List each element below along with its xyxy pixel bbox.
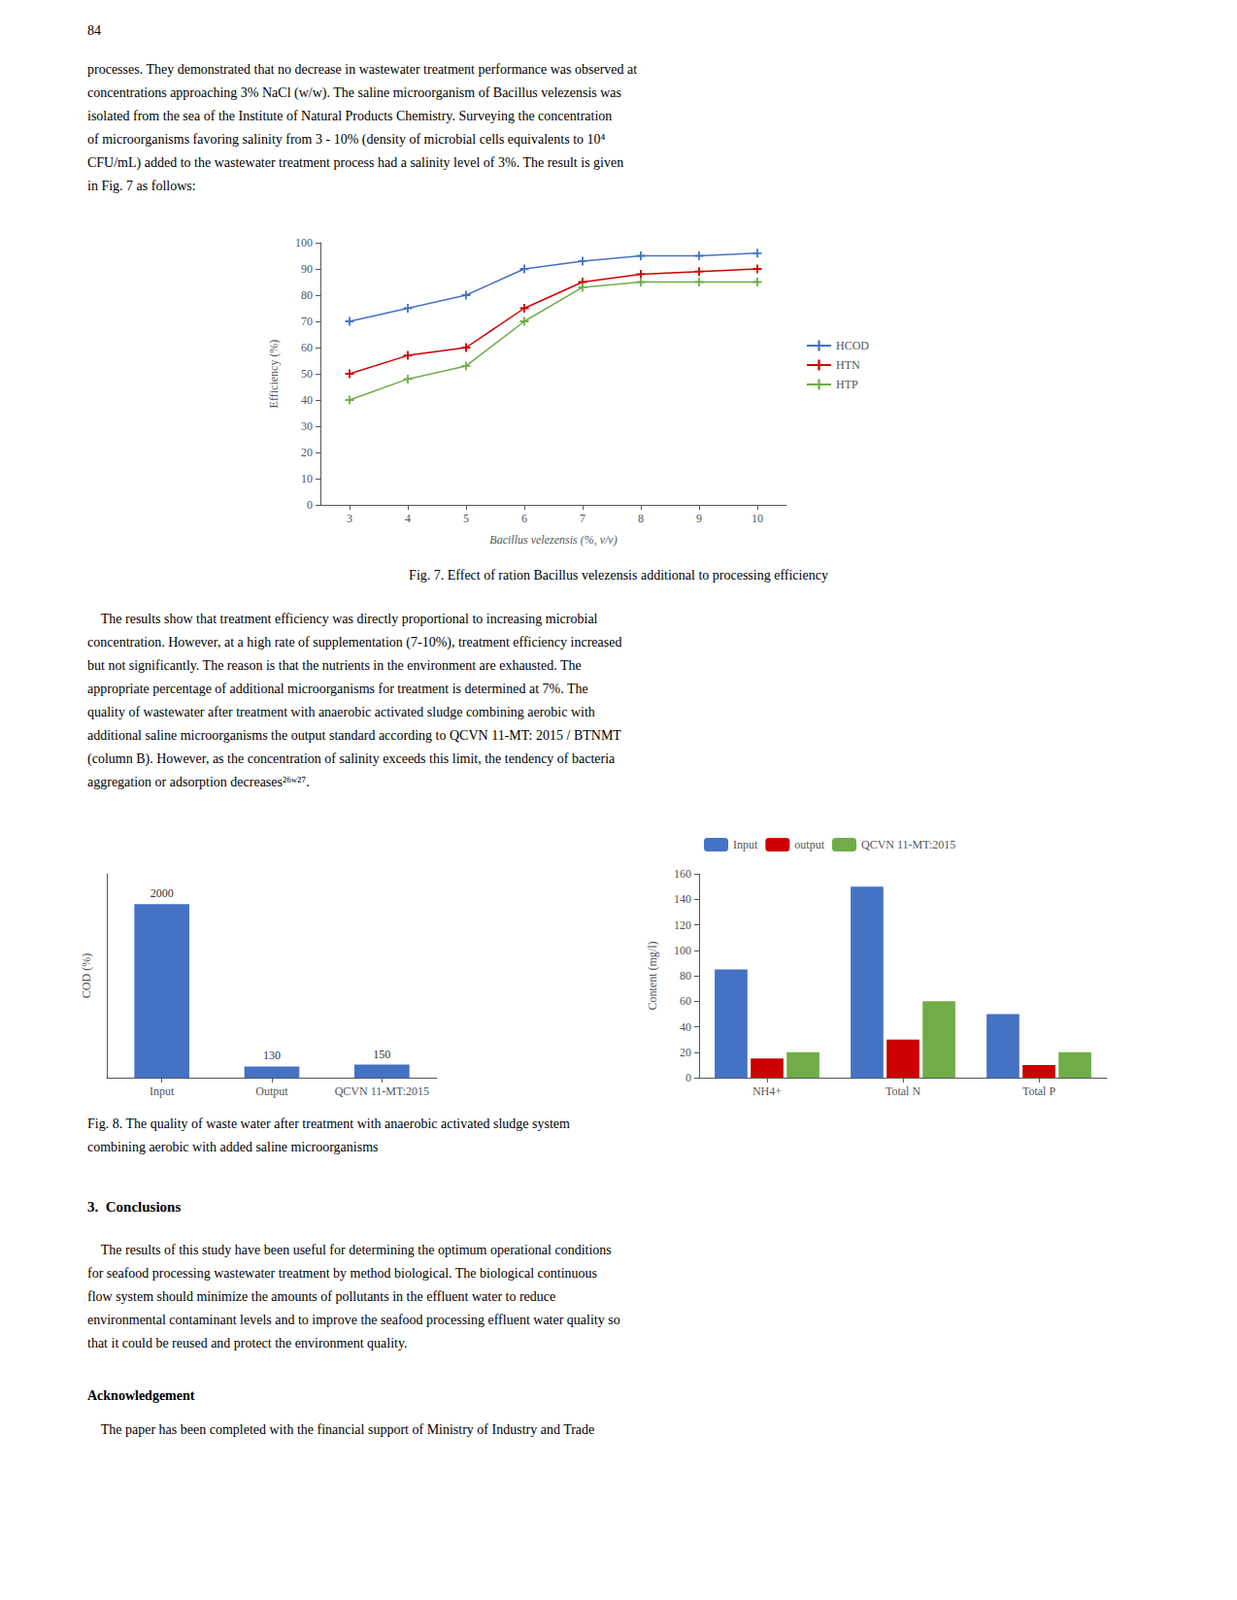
svg-text:isolated from the sea of the I: isolated from the sea of the Institute o… bbox=[87, 108, 612, 124]
svg-text:Input: Input bbox=[733, 837, 759, 852]
svg-text:20: 20 bbox=[300, 445, 313, 460]
svg-text:6: 6 bbox=[521, 511, 528, 526]
svg-text:20: 20 bbox=[679, 1045, 692, 1060]
svg-text:60: 60 bbox=[300, 340, 313, 355]
svg-text:The results show that treatmen: The results show that treatment efficien… bbox=[87, 611, 599, 627]
svg-text:Fig. 8. The quality of waste w: Fig. 8. The quality of waste water after… bbox=[87, 1116, 570, 1132]
svg-text:The paper has been completed w: The paper has been completed with the fi… bbox=[87, 1422, 595, 1438]
svg-text:output: output bbox=[794, 837, 825, 852]
svg-text:7: 7 bbox=[579, 511, 586, 526]
svg-text:The results of this study have: The results of this study have been usef… bbox=[87, 1242, 612, 1258]
svg-text:80: 80 bbox=[679, 969, 692, 983]
svg-text:HTN: HTN bbox=[835, 358, 861, 372]
svg-text:0: 0 bbox=[306, 498, 313, 512]
svg-text:84: 84 bbox=[87, 23, 101, 38]
svg-text:HCOD: HCOD bbox=[835, 338, 870, 353]
svg-text:150: 150 bbox=[372, 1047, 391, 1062]
svg-text:environmental contaminant leve: environmental contaminant levels and to … bbox=[87, 1312, 621, 1328]
svg-text:for seafood processing wastewa: for seafood processing wastewater treatm… bbox=[87, 1266, 598, 1281]
svg-text:appropriate percentage of addi: appropriate percentage of additional mic… bbox=[87, 681, 589, 697]
svg-text:Fig. 7. Effect of ration Bacil: Fig. 7. Effect of ration Bacillus veleze… bbox=[408, 568, 829, 583]
svg-text:combining aerobic with added s: combining aerobic with added saline micr… bbox=[87, 1139, 379, 1155]
svg-text:quality of wastewater after tr: quality of wastewater after treatment wi… bbox=[87, 704, 596, 720]
svg-text:Bacillus velezensis (%, v/v): Bacillus velezensis (%, v/v) bbox=[489, 533, 617, 547]
svg-text:160: 160 bbox=[673, 867, 692, 881]
svg-text:120: 120 bbox=[673, 918, 692, 933]
svg-text:40: 40 bbox=[679, 1020, 692, 1035]
svg-text:additional saline microorganis: additional saline microorganisms the out… bbox=[87, 728, 622, 743]
svg-text:10: 10 bbox=[300, 471, 313, 486]
svg-text:40: 40 bbox=[300, 393, 313, 407]
svg-text:50: 50 bbox=[300, 367, 313, 381]
svg-text:NH4+: NH4+ bbox=[752, 1084, 782, 1099]
svg-text:of microorganisms favoring sal: of microorganisms favoring salinity from… bbox=[87, 132, 606, 148]
svg-text:8: 8 bbox=[637, 511, 644, 526]
svg-text:80: 80 bbox=[300, 288, 313, 302]
svg-text:130: 130 bbox=[263, 1048, 281, 1063]
svg-text:9: 9 bbox=[696, 511, 703, 526]
svg-text:but not significantly. The rea: but not significantly. The reason is tha… bbox=[87, 658, 582, 673]
svg-text:3. Conclusions: 3. Conclusions bbox=[87, 1199, 181, 1215]
svg-text:Output: Output bbox=[255, 1084, 289, 1099]
svg-text:100: 100 bbox=[295, 235, 313, 250]
svg-text:Total P: Total P bbox=[1022, 1084, 1056, 1099]
svg-text:QCVN 11-MT:2015: QCVN 11-MT:2015 bbox=[334, 1084, 430, 1099]
svg-text:Acknowledgement: Acknowledgement bbox=[87, 1388, 196, 1404]
svg-text:10: 10 bbox=[751, 511, 764, 526]
svg-text:Input: Input bbox=[149, 1084, 175, 1099]
svg-text:90: 90 bbox=[300, 262, 313, 276]
svg-text:Total N: Total N bbox=[885, 1084, 921, 1099]
svg-text:HTP: HTP bbox=[835, 377, 859, 392]
svg-text:5: 5 bbox=[463, 511, 469, 526]
svg-text:100: 100 bbox=[673, 943, 692, 958]
svg-text:concentration. However, at a h: concentration. However, at a high rate o… bbox=[87, 635, 622, 651]
svg-text:COD (%): COD (%) bbox=[79, 953, 94, 999]
svg-text:in Fig. 7 as follows:: in Fig. 7 as follows: bbox=[87, 178, 197, 194]
svg-text:CFU/mL) added to the wastewate: CFU/mL) added to the wastewater treatmen… bbox=[87, 155, 624, 171]
svg-text:flow system should minimize th: flow system should minimize the amounts … bbox=[87, 1289, 556, 1304]
svg-text:0: 0 bbox=[685, 1070, 692, 1085]
svg-text:Efficiency (%): Efficiency (%) bbox=[267, 339, 281, 409]
svg-text:70: 70 bbox=[300, 314, 313, 329]
svg-text:3: 3 bbox=[346, 511, 353, 526]
svg-text:2000: 2000 bbox=[150, 886, 174, 901]
svg-text:QCVN 11-MT:2015: QCVN 11-MT:2015 bbox=[861, 837, 956, 852]
svg-text:30: 30 bbox=[300, 419, 313, 434]
svg-text:concentrations approaching 3%: concentrations approaching 3% NaCl (w/w)… bbox=[87, 85, 622, 101]
svg-text:processes. They demonstrated t: processes. They demonstrated that no dec… bbox=[87, 62, 637, 77]
svg-text:aggregation or adsorption decr: aggregation or adsorption decreases²⁶ʷ²⁷… bbox=[87, 774, 310, 790]
svg-text:that it could be reused and pr: that it could be reused and protect the … bbox=[87, 1336, 408, 1351]
svg-text:60: 60 bbox=[679, 994, 692, 1008]
svg-text:140: 140 bbox=[673, 892, 692, 906]
svg-text:4: 4 bbox=[404, 511, 411, 526]
svg-text:(column B). However, as the co: (column B). However, as the concentratio… bbox=[87, 751, 616, 768]
svg-text:Content (mg/l): Content (mg/l) bbox=[645, 941, 660, 1011]
